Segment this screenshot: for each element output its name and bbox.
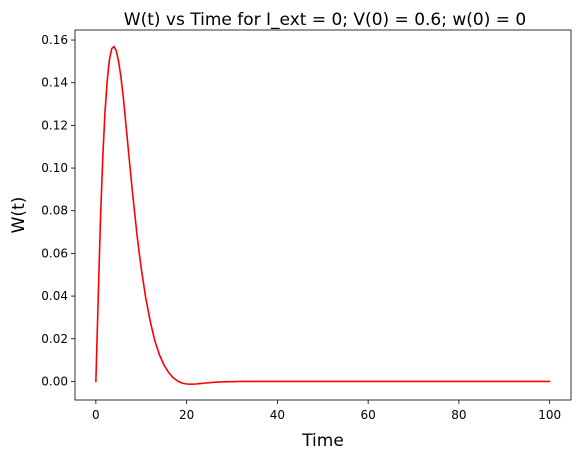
x-tick-label: 100 [538, 408, 561, 422]
y-axis-title: W(t) [9, 197, 29, 234]
y-tick-label: 0.04 [41, 289, 68, 303]
y-tick-label: 0.14 [41, 76, 68, 90]
x-tick-label: 60 [361, 408, 376, 422]
chart-title: W(t) vs Time for I_ext = 0; V(0) = 0.6; … [124, 10, 526, 30]
plot-frame [74, 29, 572, 401]
y-tick-label: 0.08 [41, 204, 68, 218]
y-tick-label: 0.02 [41, 332, 68, 346]
y-axis: 0.00 0.02 0.04 0.06 0.08 0.10 0.12 0.14 0.16 [41, 33, 75, 388]
x-tick-label: 0 [92, 408, 100, 422]
x-tick-label: 20 [179, 408, 194, 422]
y-tick-label: 0.00 [41, 374, 68, 388]
y-tick-label: 0.10 [41, 161, 68, 175]
plot-area [75, 30, 571, 400]
x-axis: 0 20 40 60 80 100 [92, 400, 561, 422]
y-tick-label: 0.16 [41, 33, 68, 47]
y-tick-label: 0.12 [41, 118, 68, 132]
series-line-w [95, 45, 551, 386]
x-tick-label: 80 [451, 408, 466, 422]
y-tick-label: 0.06 [41, 246, 68, 260]
x-axis-title: Time [301, 431, 344, 451]
x-tick-label: 40 [270, 408, 285, 422]
